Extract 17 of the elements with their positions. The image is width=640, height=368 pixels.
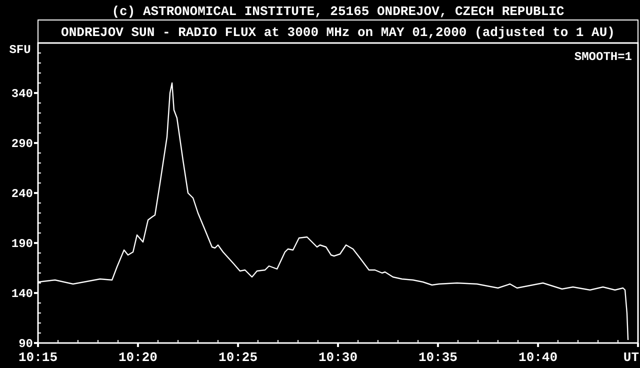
text: (c) ASTRONOMICAL INSTITUTE, 25165 ONDREJOV, CZECH REPUBLIC (112, 4, 564, 19)
x-tick-label: 10:25 (218, 350, 258, 365)
x-tick-label: 10:20 (118, 350, 158, 365)
y-tick-label: 340 (11, 87, 33, 101)
x-tick-label: UT (623, 350, 640, 365)
x-tick-label: 10:40 (518, 350, 558, 365)
y-tick-label: 90 (18, 337, 33, 351)
y-tick-label: 290 (11, 137, 33, 151)
y-axis-title: SFU (9, 43, 31, 57)
x-tick-label: 10:15 (18, 350, 58, 365)
x-tick-label: 10:35 (418, 350, 458, 365)
annotation: SMOOTH=1 (574, 50, 632, 64)
x-tick-label: 10:30 (318, 350, 358, 365)
chart-title: ONDREJOV SUN - RADIO FLUX at 3000 MHz on MAY 01,2000 (adjusted to 1 AU) (61, 25, 615, 40)
y-tick-label: 190 (11, 237, 33, 251)
y-tick-label: 240 (11, 187, 33, 201)
y-tick-label: 140 (11, 287, 33, 301)
